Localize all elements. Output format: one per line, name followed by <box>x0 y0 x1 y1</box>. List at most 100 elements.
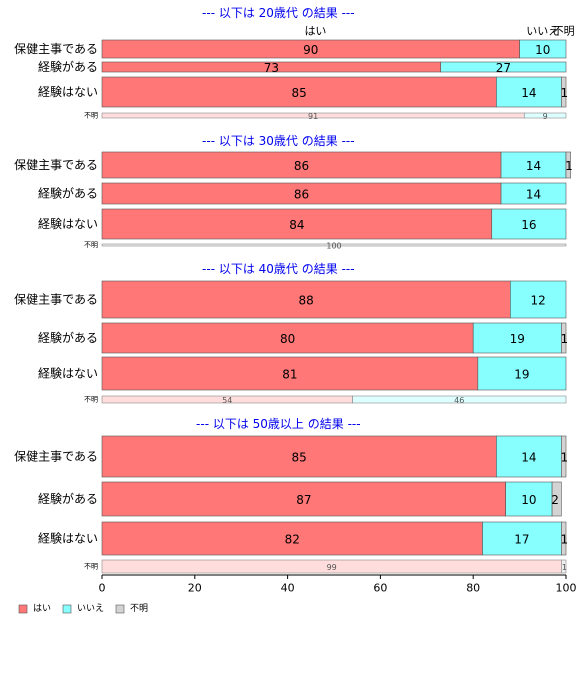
bar-segment <box>500 151 567 179</box>
row-label: 経験がある <box>38 330 98 345</box>
bar-value-label: 84 <box>289 218 304 232</box>
bar-segment <box>101 481 506 517</box>
row-label: 経験がある <box>38 491 98 506</box>
bar-segment <box>440 61 567 73</box>
unknown-bar-segment <box>352 395 567 404</box>
bar-segment <box>101 356 479 391</box>
bar-segment <box>561 76 567 108</box>
bar-value-label: 14 <box>521 86 536 100</box>
bar-segment <box>561 322 567 354</box>
bar-value-label: 1 <box>561 332 569 346</box>
unknown-bar-value-label: 46 <box>454 396 464 405</box>
bar-segment <box>101 151 502 179</box>
bar-segment <box>551 481 562 517</box>
bar-segment <box>101 322 474 354</box>
row-label: 保健主事である <box>14 293 98 307</box>
row-label: 経験がある <box>38 59 98 74</box>
panel-title: --- 以下は 40歳代 の結果 --- <box>202 262 355 276</box>
panel-title: --- 以下は 30歳代 の結果 --- <box>202 134 355 148</box>
bar-segment <box>472 322 562 354</box>
bar-value-label: 86 <box>294 188 309 202</box>
bar-value-label: 17 <box>514 533 529 547</box>
row-label: 経験がある <box>38 186 98 201</box>
bar-value-label: 2 <box>551 493 559 507</box>
unknown-bar-value-label: 99 <box>327 563 337 572</box>
bar-value-label: 90 <box>303 43 318 57</box>
row-label: 経験はない <box>38 84 98 99</box>
legend-label: はい <box>33 603 51 614</box>
bar-segment <box>101 76 497 108</box>
bar-value-label: 81 <box>282 368 297 382</box>
row-label: 経験はない <box>38 366 98 381</box>
row-label: 経験はない <box>38 531 98 546</box>
bar-segment <box>491 208 567 240</box>
bar-segment <box>477 356 567 391</box>
bar-segment <box>561 521 567 556</box>
bar-value-label: 19 <box>514 368 529 382</box>
bar-value-label: 1 <box>561 86 569 100</box>
bar-value-label: 82 <box>285 533 300 547</box>
bar-value-label: 85 <box>292 86 307 100</box>
bar-value-label: 85 <box>292 451 307 465</box>
top-label-unknown: 不明 <box>553 25 575 38</box>
legend-swatch <box>62 604 72 614</box>
bar-value-label: 14 <box>526 188 541 202</box>
bar-value-label: 86 <box>294 159 309 173</box>
unknown-bar-value-label: 100 <box>326 242 341 251</box>
bar-segment <box>565 151 571 179</box>
bar-value-label: 19 <box>510 332 525 346</box>
legend-swatch <box>18 604 28 614</box>
unknown-bar-segment <box>101 243 567 247</box>
bar-segment <box>500 182 567 205</box>
top-label-no: いいえ <box>526 25 559 38</box>
row-label: 保健主事である <box>14 42 98 56</box>
x-tick-label: 80 <box>466 582 480 595</box>
bar-value-label: 1 <box>561 451 569 465</box>
bar-segment <box>561 435 567 478</box>
x-tick-label: 40 <box>281 582 295 595</box>
bar-value-label: 10 <box>521 493 536 507</box>
x-tick-label: 60 <box>373 582 387 595</box>
bar-segment <box>482 521 562 556</box>
unknown-bar-segment <box>561 559 567 574</box>
bar-value-label: 80 <box>280 332 295 346</box>
unknown-row-label: 不明 <box>84 396 98 404</box>
bar-value-label: 16 <box>521 218 536 232</box>
bar-value-label: 12 <box>531 294 546 308</box>
bar-segment <box>101 280 511 319</box>
unknown-bar-segment <box>523 112 567 119</box>
bar-segment <box>496 435 562 478</box>
x-tick-label: 0 <box>99 582 106 595</box>
x-tick-label: 20 <box>188 582 202 595</box>
bar-segment <box>510 280 567 319</box>
bar-segment <box>519 39 567 59</box>
bar-value-label: 14 <box>526 159 541 173</box>
unknown-row-label: 不明 <box>84 563 98 571</box>
unknown-bar-value-label: 54 <box>222 396 232 405</box>
bar-segment <box>101 521 483 556</box>
bar-segment <box>101 208 493 240</box>
row-label: 経験はない <box>38 216 98 231</box>
x-tick-label: 100 <box>556 582 577 595</box>
top-label-yes: はい <box>304 25 326 38</box>
panel-title: --- 以下は 20歳代 の結果 --- <box>202 6 355 20</box>
row-label: 保健主事である <box>14 450 98 464</box>
unknown-row-label: 不明 <box>84 112 98 120</box>
legend-label: いいえ <box>77 603 104 614</box>
bar-segment <box>496 76 562 108</box>
bar-segment <box>101 435 497 478</box>
unknown-row-label: 不明 <box>84 241 98 249</box>
panel-title: --- 以下は 50歳以上 の結果 --- <box>196 417 361 431</box>
bar-value-label: 14 <box>521 451 536 465</box>
bar-value-label: 73 <box>264 61 279 75</box>
unknown-bar-value-label: 9 <box>543 112 548 121</box>
bar-value-label: 1 <box>561 533 569 547</box>
bar-value-label: 1 <box>565 159 573 173</box>
bar-value-label: 87 <box>296 493 311 507</box>
legend-label: 不明 <box>130 603 148 614</box>
legend-swatch <box>115 604 125 614</box>
unknown-bar-value-label: 1 <box>562 563 567 572</box>
bar-value-label: 27 <box>496 61 511 75</box>
unknown-bar-value-label: 91 <box>308 112 318 121</box>
